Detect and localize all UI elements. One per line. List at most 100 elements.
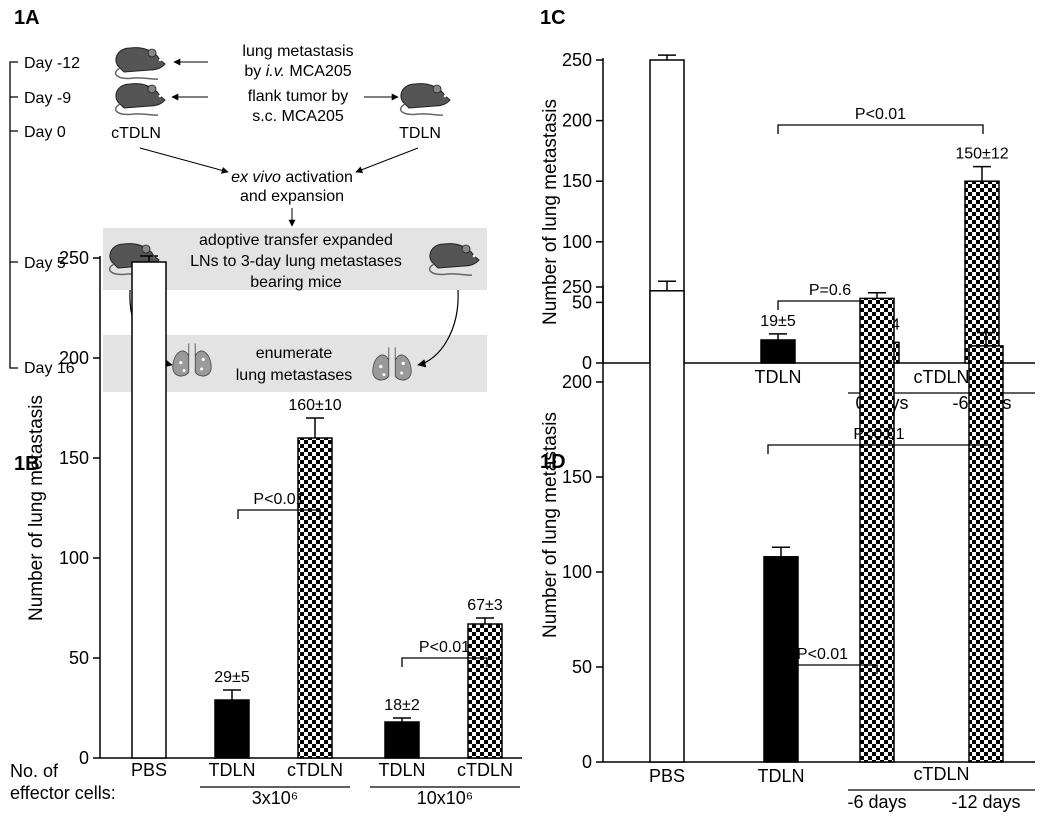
bar <box>384 721 420 759</box>
y-tick-label: 200 <box>59 348 89 368</box>
x-tick-label: PBS <box>649 766 685 786</box>
x-tick-label: -12 days <box>951 792 1020 812</box>
arrow <box>355 147 419 173</box>
significance-label: P<0.01 <box>253 491 304 508</box>
group-label: cTDLN <box>913 764 969 784</box>
day-label: Day 0 <box>24 124 66 141</box>
node-label: cTDLN <box>111 125 161 142</box>
day-label: Day 16 <box>24 360 75 377</box>
bar <box>649 290 685 763</box>
y-tick-label: 50 <box>69 648 89 668</box>
step-text: bearing mice <box>250 274 342 291</box>
error-bar <box>868 291 886 299</box>
error-bar <box>140 255 158 262</box>
y-tick-label: 50 <box>572 657 592 677</box>
error-bar <box>223 689 241 700</box>
y-tick-label: 0 <box>582 752 592 772</box>
day-label: Day -9 <box>24 90 71 107</box>
day-label: Day 5 <box>24 255 66 272</box>
y-tick-label: 250 <box>59 248 89 268</box>
arrow <box>417 289 459 368</box>
group-label: cTDLN <box>913 367 969 387</box>
value-label: 67±3 <box>467 597 503 614</box>
panel-label: 1B <box>14 453 40 475</box>
group-label: 10x10⁶ <box>417 788 473 808</box>
y-tick-label: 0 <box>582 353 592 373</box>
step-box <box>103 228 487 290</box>
step-text: ex vivo activation <box>231 169 353 186</box>
y-tick-label: 100 <box>562 232 592 252</box>
panel-label: 1C <box>540 7 566 29</box>
y-tick-label: 200 <box>562 372 592 392</box>
value-label: 19±5 <box>760 313 796 330</box>
y-tick-label: 100 <box>562 562 592 582</box>
step-text: s.c. MCA205 <box>252 108 344 125</box>
value-label: 29±5 <box>214 669 250 686</box>
significance-label: P<0.01 <box>797 646 848 663</box>
error-bar <box>973 165 991 182</box>
x-tick-label: TDLN <box>208 760 255 780</box>
bar <box>214 699 250 759</box>
bar <box>467 623 503 759</box>
step-text: lung metastasis <box>242 43 353 60</box>
x-tick-label: PBS <box>131 760 167 780</box>
y-tick-label: 150 <box>562 171 592 191</box>
significance-bracket <box>237 509 321 519</box>
y-tick-label: 150 <box>562 467 592 487</box>
y-tick-label: 0 <box>79 748 89 768</box>
significance-label: P<0.01 <box>853 426 904 443</box>
y-tick-label: 100 <box>59 548 89 568</box>
error-bar <box>977 331 995 346</box>
significance-bracket <box>767 664 878 674</box>
error-bar <box>393 717 411 722</box>
y-axis-title: Number of lung metastasis <box>26 395 47 621</box>
error-bar <box>772 546 790 557</box>
bar <box>964 180 1000 364</box>
group-label: 3x10⁶ <box>252 788 298 808</box>
y-tick-label: 200 <box>562 111 592 131</box>
x-tick-label: cTDLN <box>457 760 513 780</box>
y-axis-title: Number of lung metastasis <box>540 99 561 325</box>
timeline <box>9 61 18 369</box>
mouse-icon <box>114 46 166 80</box>
text-part: i.v. <box>266 63 285 80</box>
panel-label: 1A <box>14 7 40 29</box>
error-bar <box>769 333 787 340</box>
significance-label: P<0.01 <box>855 106 906 123</box>
error-bar <box>476 617 494 624</box>
x-tick-label: TDLN <box>757 766 804 786</box>
text-part: ex vivo <box>231 169 281 186</box>
value-label: 160±10 <box>288 397 341 414</box>
bar <box>763 556 799 763</box>
x-tick-label: TDLN <box>378 760 425 780</box>
step-text: lung metastases <box>236 367 353 384</box>
x-tick-label: cTDLN <box>287 760 343 780</box>
text-part: activation <box>281 169 353 186</box>
significance-bracket <box>401 657 488 667</box>
error-bar <box>658 54 676 60</box>
x-tick-label: -6 days <box>847 792 906 812</box>
y-tick-label: 50 <box>572 292 592 312</box>
day-label: Day -12 <box>24 55 80 72</box>
bar <box>859 297 895 763</box>
panel-a: 1A Day -12 Day -9 Day 0 Day 5 Day 16 cTD… <box>9 7 487 392</box>
significance-label: P<0.01 <box>419 639 470 656</box>
y-tick-label: 150 <box>59 448 89 468</box>
error-bar <box>306 417 324 438</box>
error-bar <box>658 280 676 291</box>
significance-bracket <box>777 124 984 134</box>
panel-label: 1D <box>540 451 566 473</box>
text-part: MCA205 <box>285 63 352 80</box>
bar <box>297 437 333 759</box>
group-title: No. of <box>10 761 59 781</box>
mouse-icon <box>399 82 451 116</box>
x-tick-label: TDLN <box>754 367 801 387</box>
value-label: 150±12 <box>955 146 1008 163</box>
node-label: TDLN <box>399 125 441 142</box>
significance-label: P=0.6 <box>809 282 851 299</box>
y-tick-label: 250 <box>562 277 592 297</box>
mouse-icon <box>114 82 166 116</box>
y-tick-label: 250 <box>562 50 592 70</box>
